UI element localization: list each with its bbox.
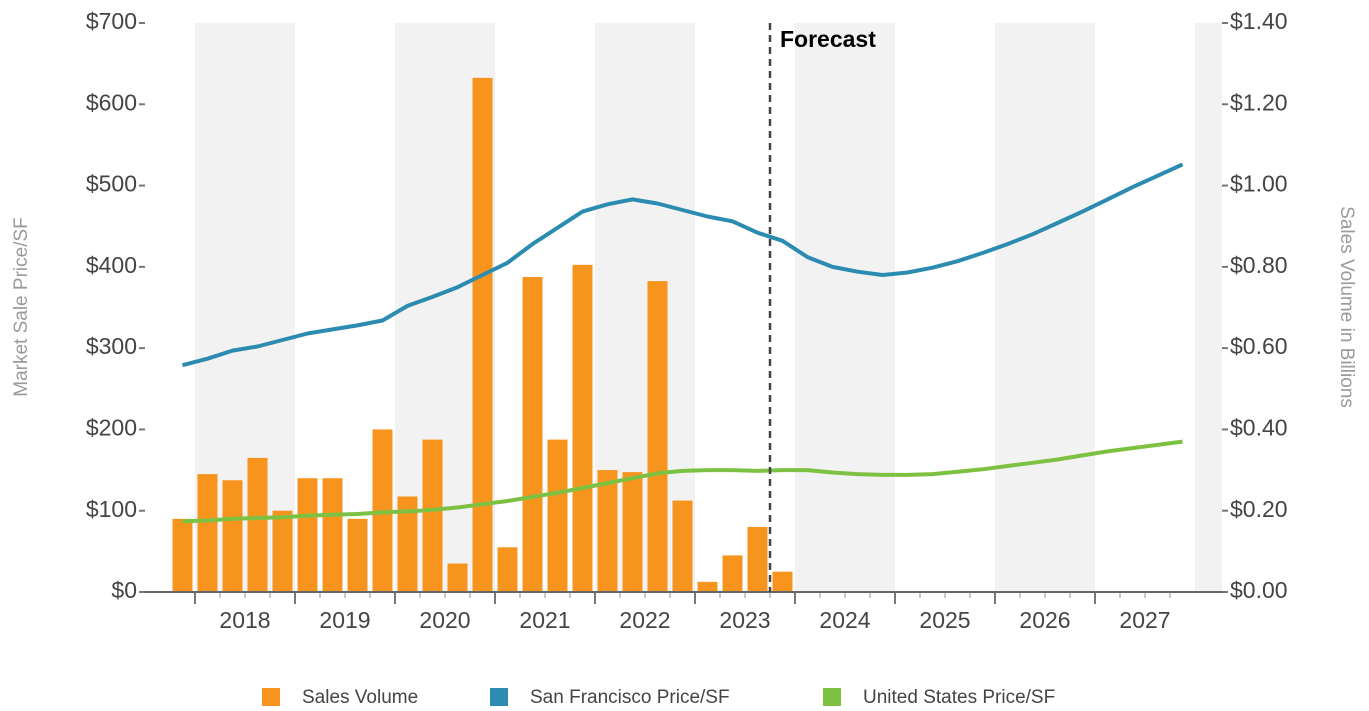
bar [347,518,368,592]
bar [647,281,668,592]
bar [722,555,743,592]
x-tick-label: 2022 [619,607,670,633]
year-band [995,23,1095,592]
forecast-label: Forecast [780,26,876,52]
bar [697,581,718,592]
y-axis-title: Market Sale Price/SF [11,217,32,397]
y-tick-label: $100 [86,496,137,522]
y2-tick-label: $1.00 [1230,171,1288,197]
x-tick-label: 2020 [419,607,470,633]
line-series [182,439,1183,524]
legend-label: United States Price/SF [863,687,1055,708]
x-tick-label: 2021 [519,607,570,633]
bar [747,526,768,592]
bar [447,563,468,592]
bar [397,496,418,592]
y2-tick-label: $0.60 [1230,333,1288,359]
y2-tick-label: $0.00 [1230,577,1288,603]
bar [172,518,193,592]
x-tick-label: 2025 [919,607,970,633]
x-tick-label: 2024 [819,607,870,633]
bar [497,547,518,592]
legend-swatch [490,688,508,706]
y-tick-label: $400 [86,252,137,278]
y2-tick-label: $0.80 [1230,252,1288,278]
y-tick-label: $300 [86,333,137,359]
y2-tick-label: $0.40 [1230,415,1288,441]
line-series [181,162,1184,368]
background-bands [195,23,1222,592]
bar [772,571,793,592]
legend-swatch [823,688,841,706]
x-tick-label: 2023 [719,607,770,633]
bar [472,77,493,592]
y2-axis-title: Sales Volume in Billions [1336,206,1357,408]
x-tick-label: 2027 [1119,607,1170,633]
y-tick-label: $600 [86,89,137,115]
y2-tick-label: $0.20 [1230,496,1288,522]
y2-tick-label: $1.40 [1230,8,1288,34]
bar [572,264,593,592]
y-tick-label: $500 [86,171,137,197]
bar [297,478,318,592]
bar [322,478,343,592]
bar [422,439,443,592]
bar [522,277,543,592]
bar [622,472,643,592]
bar [597,470,618,592]
bar [222,480,243,592]
y2-tick-label: $1.20 [1230,89,1288,115]
x-tick-label: 2019 [319,607,370,633]
y-tick-label: $200 [86,415,137,441]
x-tick-label: 2018 [219,607,270,633]
legend-label: Sales Volume [302,687,418,708]
bar [547,439,568,592]
y-tick-label: $0 [111,577,137,603]
y-tick-label: $700 [86,8,137,34]
x-tick-label: 2026 [1019,607,1070,633]
legend-swatch [262,688,280,706]
year-band [795,23,895,592]
bar [272,510,293,592]
bar [247,457,268,592]
legend-label: San Francisco Price/SF [530,687,730,708]
year-band [1195,23,1222,592]
bar [197,474,218,592]
bar [672,500,693,592]
